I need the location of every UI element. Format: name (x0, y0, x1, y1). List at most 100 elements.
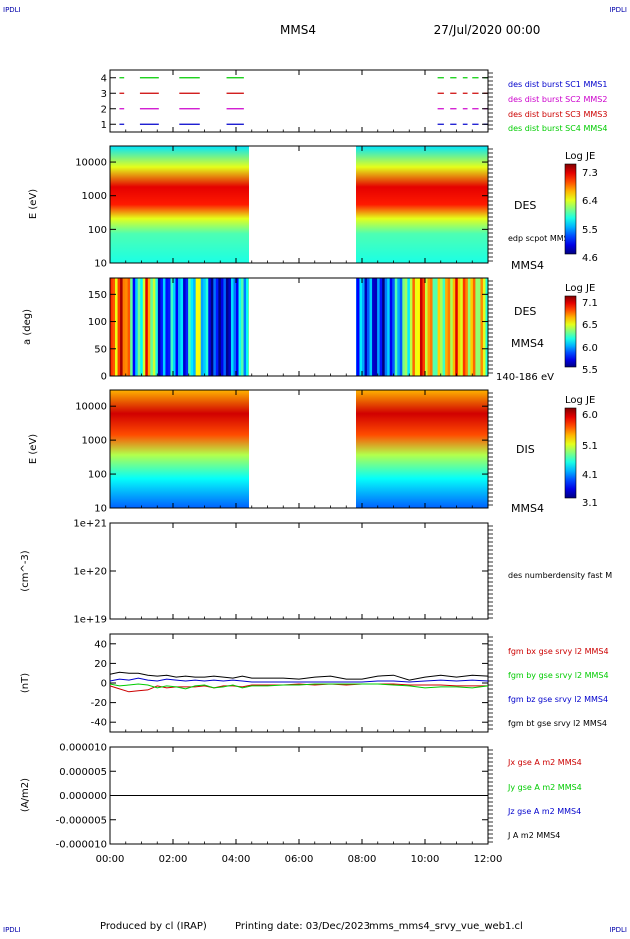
panel-des-pitch: 0 50 100 150 a (deg) DES MMS4 140-186 eV Lo… (22, 277, 598, 383)
pitch-angle-column (457, 278, 461, 376)
des-energy-axes: 10 100 1000 10000 (75, 146, 493, 270)
fgm-bx-label: fgm bx gse srvy l2 MMS4 (508, 647, 609, 656)
panel-dis-energy: 10 100 1000 10000 E (eV) DIS MMS4 Log JE 6.… (28, 389, 598, 515)
current-jx-label: Jx gse A m2 MMS4 (507, 758, 582, 767)
pitch-angle-column (220, 278, 224, 376)
pitch-angle-column (157, 278, 161, 376)
pitch-angle-column (379, 278, 383, 376)
pitch-angle-column (440, 278, 444, 376)
fgm-series-line (109, 683, 488, 693)
pitch-angle-gap (249, 278, 356, 376)
y-tick-label: 50 (94, 344, 107, 355)
pitch-angle-column (117, 278, 121, 376)
y-tick-label: 2 (101, 104, 107, 115)
current-jz-label: Jz gse A m2 MMS4 (507, 807, 581, 816)
pitch-angle-column (130, 278, 134, 376)
pitch-angle-column (120, 278, 123, 376)
pitch-angle-column (465, 278, 469, 376)
y-tick-label: 20 (94, 659, 107, 670)
pitch-angle-column (364, 278, 368, 376)
corner-top-left: IPDLI (3, 6, 21, 14)
pitch-angle-column (485, 278, 489, 376)
pitch-angle-column (150, 278, 154, 376)
pitch-angle-column (190, 278, 194, 376)
des-energy-cb-tick-0: 7.3 (582, 168, 598, 179)
fgm-series-line (109, 671, 489, 681)
y-tick-label: 100 (88, 225, 107, 236)
density-frame (109, 522, 489, 620)
pitch-angle-column (452, 278, 456, 376)
pitch-angle-column (430, 278, 433, 376)
pitch-angle-column (170, 278, 174, 376)
pitch-angle-column (419, 278, 423, 376)
y-tick-label: 40 (94, 639, 107, 650)
time-tick-label: 06:00 (285, 854, 314, 865)
pitch-angle-column (173, 278, 176, 376)
pitch-angle-column (394, 278, 398, 376)
pitch-angle-column (152, 278, 156, 376)
des-energy-ylabel: E (eV) (28, 189, 39, 219)
pitch-angle-column (374, 278, 378, 376)
current-jy-label: Jy gse A m2 MMS4 (507, 783, 582, 792)
time-tick-label: 08:00 (348, 854, 377, 865)
pitch-angle-column (185, 278, 189, 376)
y-tick-label: -20 (91, 698, 107, 709)
y-tick-label: 1 (101, 120, 107, 131)
pitch-angle-column (246, 278, 249, 376)
scpot-label: edp scpot MMS4 (508, 234, 574, 243)
burst-axes: 1 2 3 4 (101, 69, 493, 133)
pitch-angle-ylabel: a (deg) (22, 309, 33, 345)
des-energy-sublabel: MMS4 (511, 259, 544, 272)
pitch-angle-column (414, 278, 418, 376)
panel-burst: 1 2 3 4 des dist burst SC1 MMS1 des dist bu… (101, 69, 607, 133)
pitch-angle-column (208, 278, 212, 376)
burst-label-sc3: des dist burst SC3 MMS3 (508, 110, 607, 119)
pitch-angle-column (389, 278, 393, 376)
pitch-angle-column (198, 278, 202, 376)
pitch-angle-column (238, 278, 242, 376)
pitch-angle-column (475, 278, 479, 376)
fgm-ylabel: (nT) (20, 673, 31, 693)
y-tick-label: 1e+19 (73, 615, 107, 626)
pitch-angle-column (162, 278, 166, 376)
y-tick-label: 1e+21 (73, 519, 107, 530)
pitch-angle-column (367, 278, 370, 376)
pitch-angle-column (236, 278, 239, 376)
pitch-angle-column (356, 278, 360, 376)
y-tick-label: 100 (88, 470, 107, 481)
pitch-angle-column (462, 278, 466, 376)
dis-energy-ylabel: E (eV) (28, 434, 39, 464)
pitch-angle-column (142, 278, 146, 376)
dis-energy-cb-tick-2: 4.1 (582, 470, 598, 481)
current-axes: -0.000010 -0.000005 0.000000 0.000005 0.0000… (56, 743, 493, 851)
pitch-angle-column (432, 278, 436, 376)
fgm-by-label: fgm by gse srvy l2 MMS4 (508, 671, 609, 680)
pitch-angle-column (230, 278, 234, 376)
pitch-angle-column (477, 278, 481, 376)
des-energy-cb-tick-3: 4.6 (582, 253, 598, 264)
pitch-angle-colorbar-title: Log JE (565, 283, 595, 294)
pitch-angle-column (399, 278, 403, 376)
pitch-angle-column (392, 278, 396, 376)
pitch-angle-column (135, 278, 139, 376)
footer-printing-date: Printing date: 03/Dec/2023 (235, 921, 370, 932)
pitch-angle-column (223, 278, 227, 376)
pitch-angle-column (450, 278, 454, 376)
pitch-angle-column (205, 278, 209, 376)
pitch-angle-column (382, 278, 386, 376)
density-series-label: des numberdensity fast M (508, 571, 612, 580)
fgm-bz-label: fgm bz gse srvy l2 MMS4 (508, 695, 608, 704)
pitch-angle-column (241, 278, 244, 376)
corner-bottom-left: IPDLI (3, 926, 21, 934)
y-tick-label: 4 (101, 73, 107, 84)
pitch-angle-column (412, 278, 416, 376)
pitch-angle-column (137, 278, 141, 376)
pitch-angle-column (132, 278, 136, 376)
pitch-angle-column (470, 278, 474, 376)
y-tick-label: 1000 (82, 191, 107, 202)
date-title: 27/Jul/2020 00:00 (434, 23, 541, 37)
y-tick-label: 150 (88, 290, 107, 301)
pitch-angle-column (175, 278, 179, 376)
pitch-angle-column (377, 278, 381, 376)
